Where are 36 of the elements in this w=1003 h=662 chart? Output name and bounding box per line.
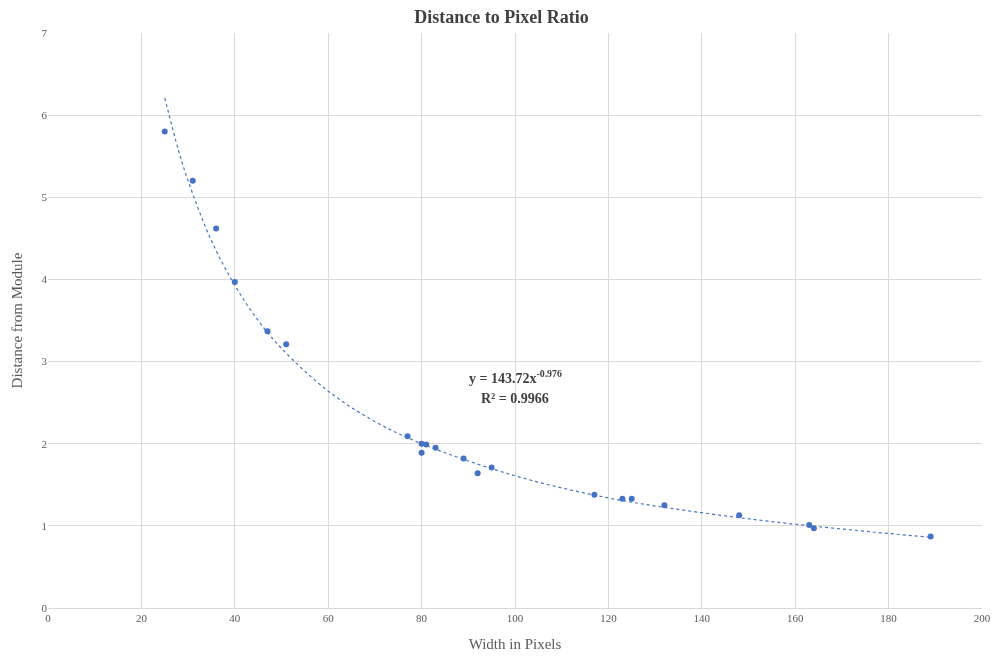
annotation: R² = 0.9966 (481, 391, 549, 406)
point (231, 278, 238, 285)
point (283, 341, 290, 348)
y-tick-label: 4 (41, 273, 48, 286)
y-tick-label: 7 (41, 26, 48, 39)
chart-title: Distance to Pixel Ratio (414, 6, 589, 27)
annotation: y = 143.72x$^{-0.976}$ (469, 368, 562, 386)
point (161, 128, 168, 135)
point (628, 495, 635, 502)
y-tick-label: 5 (41, 191, 48, 204)
x-tick-label: 160 (786, 612, 804, 625)
y-axis-title: Distance from Module (8, 252, 25, 389)
y-tick-label: 6 (41, 108, 48, 121)
y-tick-label: 3 (41, 355, 48, 368)
point (189, 177, 196, 184)
x-tick-label: 20 (135, 612, 148, 625)
y-tick-label: 2 (41, 437, 47, 450)
point (806, 522, 813, 529)
x-axis-title: Width in Pixels (468, 636, 562, 653)
y-tick-label: 1 (41, 519, 47, 532)
point (213, 225, 220, 232)
x-tick-label: 60 (322, 612, 335, 625)
point (619, 495, 626, 502)
point (432, 444, 439, 451)
x-tick-label: 80 (416, 612, 428, 625)
x-tick-label: 40 (229, 612, 241, 625)
x-tick-label: 120 (600, 612, 618, 625)
x-tick-label: 200 (973, 612, 991, 625)
x-tick-label: 140 (693, 612, 711, 625)
x-tick-label: 100 (506, 612, 524, 625)
point (418, 449, 425, 456)
point (736, 512, 743, 519)
x-tick-label: 180 (880, 612, 898, 625)
y-tick-label: 0 (41, 601, 48, 614)
point (474, 470, 481, 477)
point (661, 502, 668, 509)
